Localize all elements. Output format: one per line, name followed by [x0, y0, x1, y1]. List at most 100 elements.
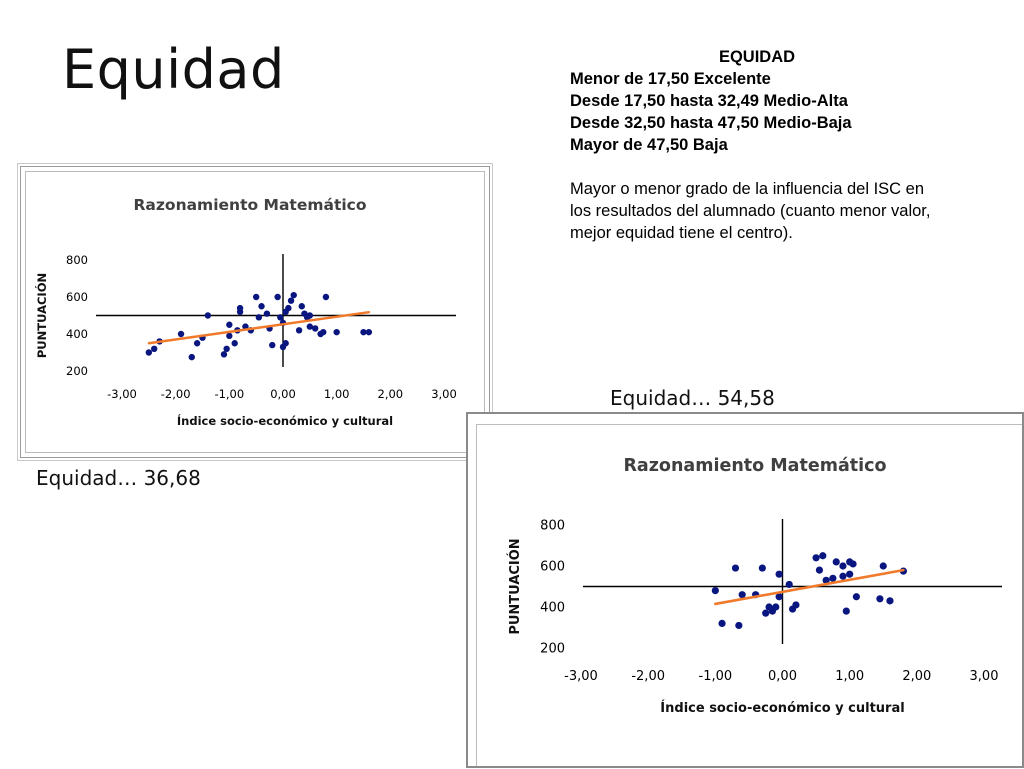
data-point: [832, 558, 840, 566]
equidad-result-1: Equidad… 36,68: [36, 466, 201, 490]
data-point: [220, 351, 228, 358]
x-tick-label: -1,00: [214, 387, 244, 401]
x-tick-label: 0,00: [270, 387, 296, 401]
data-point: [277, 314, 284, 321]
data-point: [839, 562, 847, 570]
data-point: [145, 349, 153, 356]
chart-area-1: Razonamiento Matemático 200 400 600 800 -3,00…: [25, 171, 485, 453]
legend-line-excelente: Menor de 17,50 Excelente: [570, 70, 771, 88]
legend-line-baja: Mayor de 47,50 Baja: [570, 136, 728, 154]
y-axis-label: PUNTUACIÓN: [34, 273, 49, 358]
data-point: [772, 603, 780, 611]
data-point: [852, 593, 860, 601]
data-point: [223, 345, 230, 352]
data-point: [711, 587, 719, 595]
data-point: [322, 293, 330, 301]
data-point: [282, 340, 289, 347]
x-tick-label: -1,00: [699, 669, 733, 684]
data-point: [231, 340, 238, 347]
equidad-legend: EQUIDAD Menor de 17,50 Excelente Desde 1…: [570, 46, 950, 244]
data-point: [188, 353, 195, 361]
data-point: [718, 619, 726, 627]
data-point: [842, 607, 850, 615]
data-point: [812, 554, 820, 562]
data-point: [876, 595, 884, 603]
data-point: [839, 572, 847, 580]
y-tick-label: 600: [540, 560, 565, 575]
x-tick-label: 0,00: [768, 669, 797, 684]
data-point: [204, 312, 212, 319]
data-point: [258, 303, 265, 310]
data-point: [287, 297, 295, 304]
x-tick-label: -2,00: [161, 387, 191, 401]
data-point: [775, 593, 783, 601]
x-tick-label: 1,00: [324, 387, 350, 401]
data-point: [731, 564, 740, 572]
chart-area-2: Razonamiento Matemático 200 400 600 800 -3,00…: [476, 424, 1022, 766]
y-tick-label: 800: [66, 253, 88, 267]
trendline: [714, 568, 905, 606]
data-point: [226, 332, 233, 340]
data-point: [360, 328, 367, 336]
data-point: [886, 597, 894, 605]
slide-title: Equidad: [62, 38, 285, 101]
data-point: [285, 304, 292, 312]
scatter-chart-1: Razonamiento Matemático 200 400 600 800 -3,00…: [34, 196, 457, 428]
x-tick-label: -3,00: [107, 387, 137, 401]
data-point: [785, 580, 793, 589]
data-point: [252, 293, 260, 301]
scatter-chart-2: Razonamiento Matemático 200 400 600 800 -3,00…: [507, 456, 1002, 716]
y-axis-label: PUNTUACIÓN: [507, 538, 523, 634]
chart-frame-2: Razonamiento Matemático 200 400 600 800 -3,00…: [466, 412, 1024, 768]
data-point: [846, 570, 854, 578]
data-point: [236, 304, 244, 312]
x-tick-label: -3,00: [564, 669, 598, 684]
data-point: [263, 310, 271, 317]
data-point: [819, 552, 827, 560]
legend-title: EQUIDAD: [718, 48, 796, 66]
trendline: [147, 310, 371, 345]
data-point: [269, 341, 276, 349]
data-point: [193, 340, 201, 347]
chart-title: Razonamiento Matemático: [623, 456, 886, 476]
data-point: [758, 564, 766, 572]
data-point: [298, 303, 305, 310]
y-tick-label: 600: [66, 290, 88, 304]
data-point: [775, 570, 783, 578]
y-tick-label: 200: [540, 642, 565, 657]
chart-title: Razonamiento Matemático: [134, 196, 367, 214]
data-point: [762, 609, 770, 617]
x-tick-label: 2,00: [902, 669, 931, 684]
data-point: [290, 291, 297, 299]
y-tick-label: 200: [66, 364, 88, 378]
x-tick-label: 3,00: [970, 669, 999, 684]
data-point: [333, 328, 340, 336]
data-point: [312, 325, 319, 332]
x-tick-label: 3,00: [431, 387, 457, 401]
x-tick-label: 2,00: [378, 387, 404, 401]
x-axis-label: Índice socio-económico y cultural: [177, 413, 393, 428]
data-point: [815, 566, 824, 574]
data-point: [274, 293, 281, 301]
data-point: [735, 621, 743, 630]
data-point: [306, 312, 314, 319]
data-point: [226, 321, 233, 328]
data-point: [822, 576, 830, 584]
data-point: [738, 591, 746, 599]
legend-line-medio-alta: Desde 17,50 hasta 32,49 Medio-Alta: [570, 92, 848, 110]
data-point: [365, 328, 373, 336]
x-tick-label: -2,00: [631, 669, 665, 684]
data-point: [255, 314, 263, 321]
data-point: [306, 323, 314, 330]
data-point: [829, 574, 837, 582]
y-tick-label: 400: [66, 327, 88, 341]
x-axis-label: Índice socio-económico y cultural: [660, 700, 904, 716]
legend-note: Mayor o menor grado de la influencia del…: [570, 180, 931, 242]
legend-line-medio-baja: Desde 32,50 hasta 47,50 Medio-Baja: [570, 114, 852, 132]
data-point: [792, 601, 800, 609]
data-point: [177, 330, 185, 338]
data-point: [151, 345, 158, 352]
data-point: [320, 328, 327, 336]
data-point: [295, 327, 303, 334]
y-tick-label: 400: [540, 601, 565, 616]
